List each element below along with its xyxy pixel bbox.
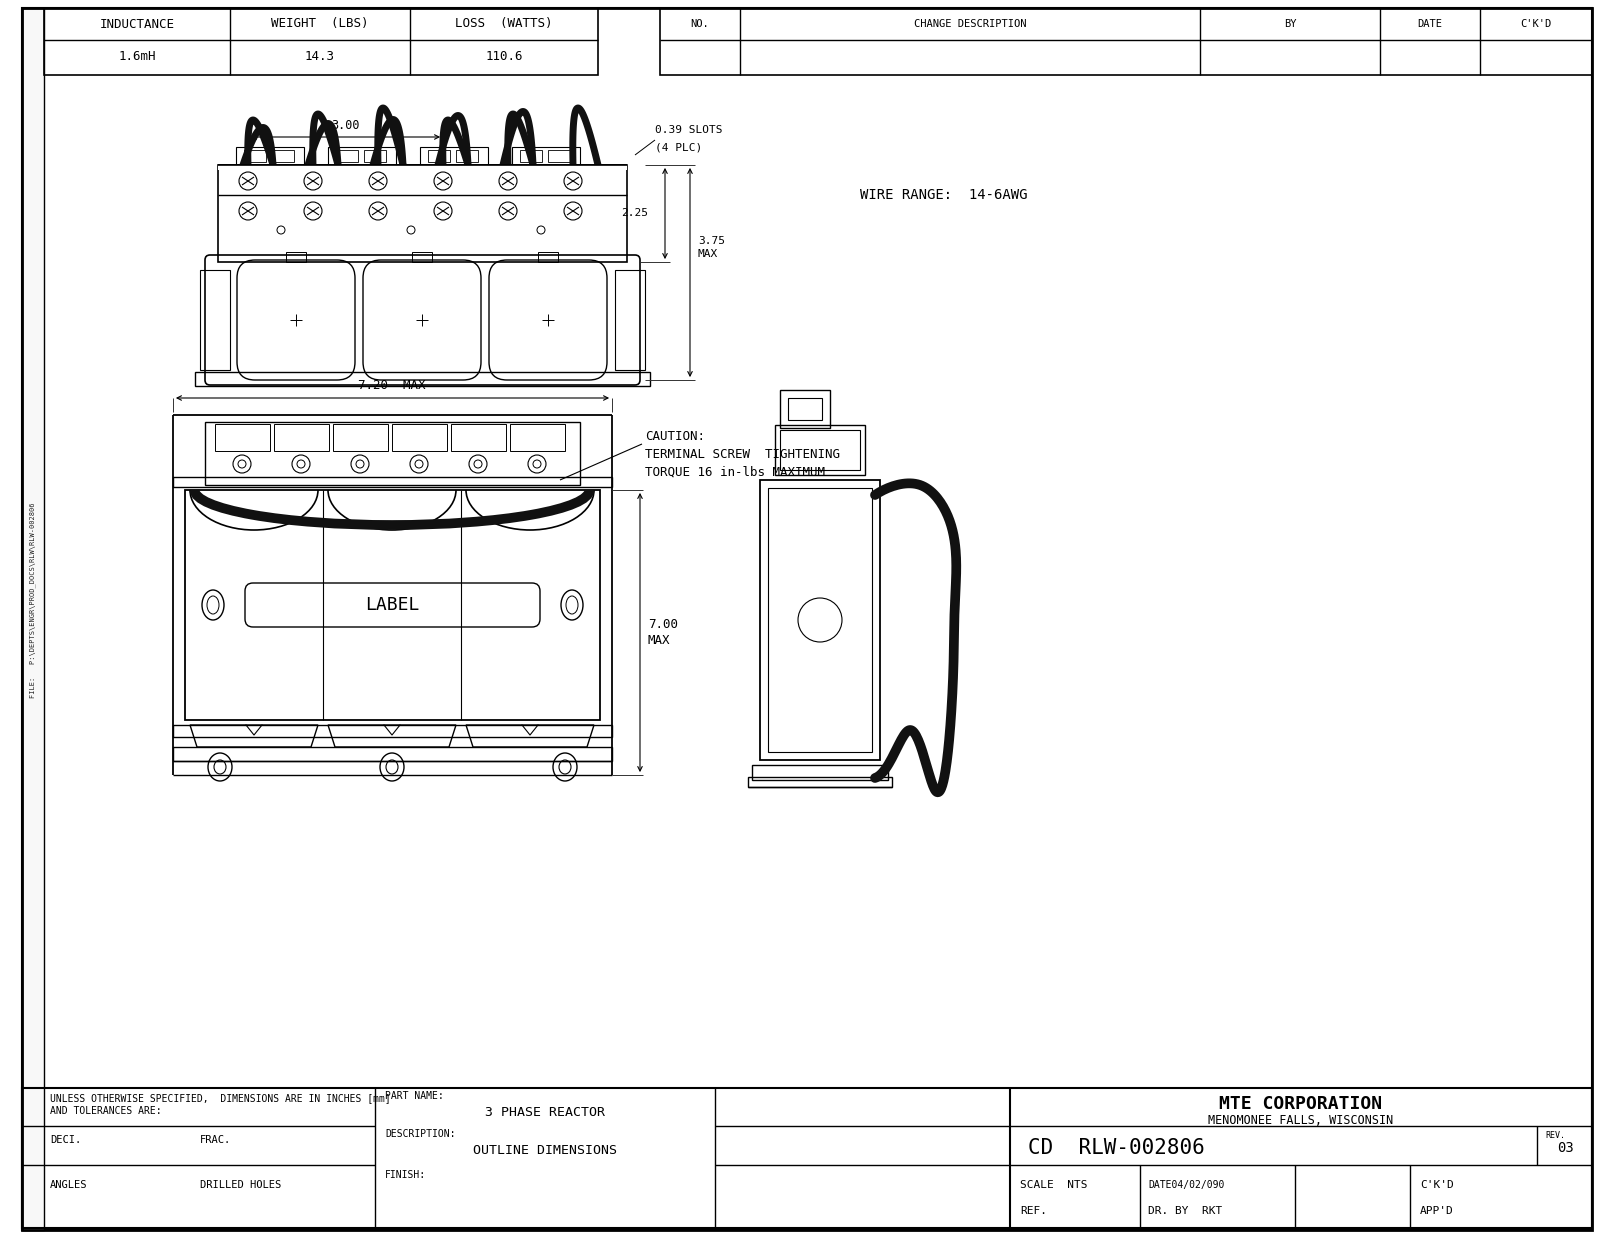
Text: 3.75: 3.75 [698,236,725,246]
Bar [200,270,230,370]
Bar [336,150,358,162]
Bar [419,147,488,167]
Bar [173,725,611,737]
Text: PART NAME:: PART NAME: [386,1091,443,1101]
Text: DATE04/02/090: DATE04/02/090 [1149,1180,1224,1190]
Bar [520,150,542,162]
Bar [205,422,579,485]
Text: 1.6mH: 1.6mH [118,51,155,63]
Text: 3 PHASE REACTOR: 3 PHASE REACTOR [485,1106,605,1118]
Text: TERMINAL SCREW  TIGHTENING: TERMINAL SCREW TIGHTENING [645,448,840,461]
Bar [22,1089,1592,1228]
Text: 3.00: 3.00 [331,119,360,132]
Text: DRILLED HOLES: DRILLED HOLES [200,1180,282,1190]
Text: DATE: DATE [1418,19,1443,28]
Bar [286,252,306,262]
Text: 14.3: 14.3 [306,51,334,63]
Text: 0.39 SLOTS: 0.39 SLOTS [654,125,723,135]
Text: C'K'D: C'K'D [1421,1180,1454,1190]
Text: 7.20  MAX: 7.20 MAX [358,379,426,392]
Text: WIRE RANGE:  14-6AWG: WIRE RANGE: 14-6AWG [861,188,1027,202]
Bar [237,147,304,167]
Text: FINISH:: FINISH: [386,1170,426,1180]
Text: MAX: MAX [698,249,718,259]
Text: REF.: REF. [1021,1206,1046,1216]
Text: ANGLES: ANGLES [50,1180,88,1190]
Text: DR. BY  RKT: DR. BY RKT [1149,1206,1222,1216]
Text: LABEL: LABEL [365,596,419,614]
Bar [272,150,294,162]
Bar [774,426,866,475]
Bar [661,7,1592,75]
Text: FRAC.: FRAC. [200,1136,232,1145]
Text: APP'D: APP'D [1421,1206,1454,1216]
Bar [195,372,650,386]
Text: REV.: REV. [1546,1131,1565,1141]
Text: MAX: MAX [648,633,670,647]
Bar [173,477,611,487]
Bar [547,150,570,162]
Bar [538,252,558,262]
Text: NO.: NO. [691,19,709,28]
Bar [768,489,872,752]
Text: TORQUE 16 in-lbs MAXIMUM: TORQUE 16 in-lbs MAXIMUM [645,466,826,479]
Bar [413,252,432,262]
Text: UNLESS OTHERWISE SPECIFIED,  DIMENSIONS ARE IN INCHES [mm]: UNLESS OTHERWISE SPECIFIED, DIMENSIONS A… [50,1094,390,1103]
Bar [760,480,880,760]
Text: CD  RLW-002806: CD RLW-002806 [1027,1138,1205,1158]
Bar [365,150,386,162]
Bar [214,424,270,452]
Bar [392,424,446,452]
Text: FILE:   P:\DEPTS\ENGR\PROD_DOCS\RLW\RLW-002806: FILE: P:\DEPTS\ENGR\PROD_DOCS\RLW\RLW-00… [30,502,37,698]
Bar [781,430,861,470]
Text: AND TOLERANCES ARE:: AND TOLERANCES ARE: [50,1106,162,1116]
Text: BY: BY [1283,19,1296,28]
Text: DESCRIPTION:: DESCRIPTION: [386,1129,456,1139]
Text: 110.6: 110.6 [485,51,523,63]
Bar [243,150,266,162]
Bar [429,150,450,162]
Bar [333,424,387,452]
Bar [749,777,893,787]
Text: CAUTION:: CAUTION: [645,430,706,443]
Bar [173,747,611,761]
Bar [274,424,330,452]
Text: 03: 03 [1557,1141,1573,1155]
Text: INDUCTANCE: INDUCTANCE [99,17,174,31]
Text: DECI.: DECI. [50,1136,82,1145]
Text: MENOMONEE FALLS, WISCONSIN: MENOMONEE FALLS, WISCONSIN [1208,1113,1394,1127]
Bar [22,7,45,1230]
Text: SCALE  NTS: SCALE NTS [1021,1180,1088,1190]
Bar [218,165,627,262]
Bar [45,7,598,75]
Text: CHANGE DESCRIPTION: CHANGE DESCRIPTION [914,19,1026,28]
Bar [328,147,397,167]
Text: WEIGHT  (LBS): WEIGHT (LBS) [272,17,368,31]
Text: LOSS  (WATTS): LOSS (WATTS) [456,17,552,31]
Bar [186,490,600,720]
Bar [510,424,565,452]
Text: (4 PLC): (4 PLC) [654,142,702,152]
Text: 2.25: 2.25 [621,208,648,218]
Text: 7.00: 7.00 [648,617,678,631]
Bar [451,424,506,452]
Bar [456,150,478,162]
Text: OUTLINE DIMENSIONS: OUTLINE DIMENSIONS [474,1144,618,1158]
Text: MTE CORPORATION: MTE CORPORATION [1219,1095,1382,1113]
Bar [752,764,888,781]
Text: C'K'D: C'K'D [1520,19,1552,28]
Bar [614,270,645,370]
Bar [512,147,579,167]
Bar [218,165,627,169]
Bar [787,398,822,421]
Bar [781,390,830,428]
